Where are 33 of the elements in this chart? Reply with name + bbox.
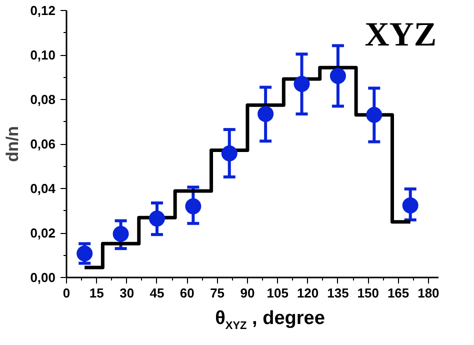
- x-tick-label: 30: [120, 286, 134, 300]
- x-tick-label: 45: [150, 286, 164, 300]
- point: [76, 245, 93, 262]
- x-tick-label: 75: [210, 286, 225, 300]
- x-tick-label: 165: [387, 286, 410, 300]
- x-tick-label: 60: [180, 286, 194, 300]
- point: [402, 197, 418, 214]
- x-tick-label: 15: [89, 286, 104, 300]
- x-tick-label: 150: [357, 286, 379, 300]
- x-tick-label: 90: [240, 286, 255, 300]
- x-tick-label: 135: [327, 286, 349, 300]
- x-axis-title: θ$_{XYZ}$ , degree: [214, 307, 326, 334]
- y-axis-title: dn/n: [3, 126, 22, 162]
- x-tick-label: 105: [266, 286, 288, 300]
- point: [221, 145, 238, 162]
- y-tick-label: 0,02: [30, 226, 56, 240]
- annotation: XYZ: [364, 16, 437, 54]
- x-tick-label: 120: [296, 286, 319, 300]
- point: [148, 210, 165, 227]
- y-tick-label: 0,04: [30, 181, 56, 196]
- point: [258, 106, 274, 122]
- y-tick-label: 0,12: [30, 3, 56, 18]
- point: [366, 106, 382, 123]
- x-tick-label: 0: [62, 286, 70, 300]
- y-tick-label: 0,10: [30, 48, 56, 62]
- y-tick-label: 0,00: [30, 270, 56, 285]
- y-tick-label: 0,06: [30, 136, 56, 152]
- point: [330, 68, 346, 84]
- y-tick-label: 0,08: [30, 92, 56, 107]
- x-tick-label: 180: [418, 286, 440, 300]
- point: [112, 226, 129, 242]
- point: [294, 76, 310, 92]
- point: [185, 198, 202, 214]
